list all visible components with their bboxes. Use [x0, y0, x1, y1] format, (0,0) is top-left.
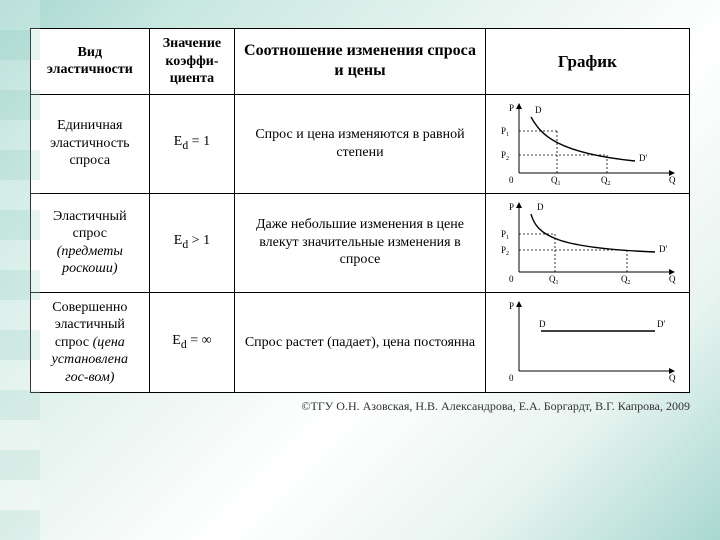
svg-text:P2: P2	[501, 245, 509, 257]
svg-text:Q: Q	[669, 274, 676, 284]
svg-text:D: D	[539, 319, 546, 329]
demand-chart: P Q 0 D D' P1 P2 Q1 Q2	[497, 198, 677, 288]
cell-chart: P Q 0 D D' P1 P2 Q1 Q2	[485, 193, 689, 292]
footer-copyright: ©ТГУ О.Н. Азовская, Н.В. Александрова, Е…	[30, 399, 690, 414]
svg-text:D: D	[535, 105, 542, 115]
cell-relation: Даже небольшие изменения в цене влекут з…	[235, 193, 485, 292]
svg-text:P: P	[509, 301, 514, 311]
svg-text:Q: Q	[669, 175, 676, 185]
header-row: Вид эластичности Значение коэффи-циента …	[31, 29, 690, 95]
table-row: Единичная эластичность спросаEd = 1Спрос…	[31, 94, 690, 193]
header-coef: Значение коэффи-циента	[149, 29, 235, 95]
svg-text:Q1: Q1	[551, 175, 561, 187]
cell-type: Совершенно эластичный спрос (цена устано…	[31, 292, 150, 393]
svg-text:0: 0	[509, 175, 514, 185]
cell-relation: Спрос растет (падает), цена постоянна	[235, 292, 485, 393]
svg-text:P: P	[509, 103, 514, 113]
cell-coef: Ed > 1	[149, 193, 235, 292]
svg-text:P1: P1	[501, 126, 509, 138]
cell-chart: P Q 0 D D' P1 P2 Q1 Q2	[485, 94, 689, 193]
header-relation: Соотношение изменения спроса и цены	[235, 29, 485, 95]
cell-relation: Спрос и цена изменяются в равной степени	[235, 94, 485, 193]
svg-text:P2: P2	[501, 150, 509, 162]
svg-text:D': D'	[659, 244, 667, 254]
demand-chart: P Q 0 D D'	[497, 297, 677, 387]
cell-coef: Ed = 1	[149, 94, 235, 193]
svg-text:D': D'	[639, 153, 647, 163]
svg-text:Q1: Q1	[549, 274, 559, 286]
table-row: Совершенно эластичный спрос (цена устано…	[31, 292, 690, 393]
svg-text:P1: P1	[501, 229, 509, 241]
svg-text:0: 0	[509, 274, 514, 284]
cell-coef: Ed = ∞	[149, 292, 235, 393]
svg-text:Q2: Q2	[601, 175, 611, 187]
header-type: Вид эластичности	[31, 29, 150, 95]
demand-chart: P Q 0 D D' P1 P2 Q1 Q2	[497, 99, 677, 189]
elasticity-table: Вид эластичности Значение коэффи-циента …	[30, 28, 690, 393]
svg-text:0: 0	[509, 373, 514, 383]
cell-chart: P Q 0 D D'	[485, 292, 689, 393]
header-chart: График	[485, 29, 689, 95]
cell-type: Единичная эластичность спроса	[31, 94, 150, 193]
svg-text:Q: Q	[669, 373, 676, 383]
svg-text:D': D'	[657, 319, 665, 329]
svg-text:Q2: Q2	[621, 274, 631, 286]
table-row: Эластичный спрос (предметы роскоши)Ed > …	[31, 193, 690, 292]
cell-type: Эластичный спрос (предметы роскоши)	[31, 193, 150, 292]
svg-text:P: P	[509, 202, 514, 212]
svg-text:D: D	[537, 202, 544, 212]
